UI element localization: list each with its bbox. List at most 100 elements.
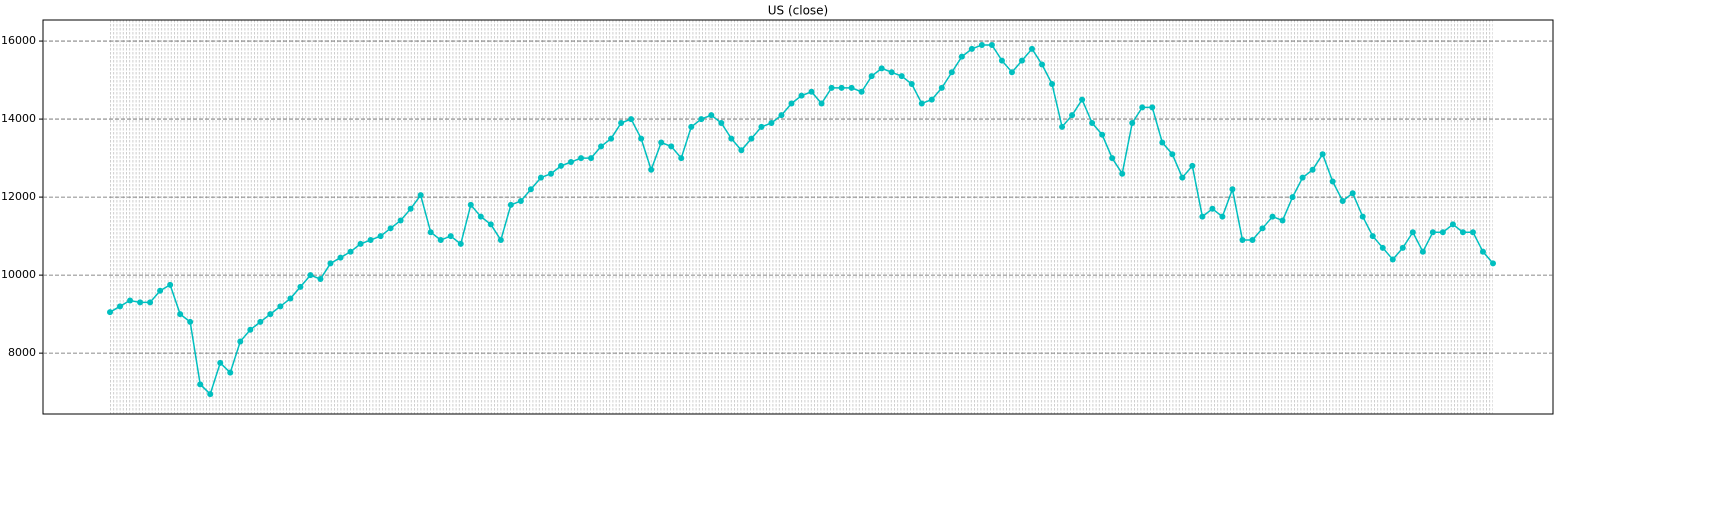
point — [1459, 229, 1466, 236]
point — [557, 162, 564, 169]
point — [658, 139, 665, 146]
point — [217, 359, 224, 366]
point — [678, 155, 685, 162]
point — [1149, 104, 1156, 111]
point — [1129, 119, 1136, 126]
point — [938, 84, 945, 91]
point — [668, 143, 675, 150]
point — [1249, 237, 1256, 244]
plot-frame — [42, 19, 1554, 415]
point — [1429, 229, 1436, 236]
point — [1279, 217, 1286, 224]
point — [477, 213, 484, 220]
point — [1490, 260, 1496, 267]
point — [1079, 96, 1086, 103]
point — [127, 297, 134, 304]
point — [1199, 213, 1206, 220]
point — [1379, 244, 1386, 251]
point — [1359, 213, 1366, 220]
point — [1039, 61, 1046, 68]
point — [537, 174, 544, 181]
point — [547, 170, 554, 177]
point — [948, 69, 955, 76]
x-grid — [110, 20, 1493, 414]
point — [898, 73, 905, 80]
point — [1259, 225, 1266, 232]
point — [147, 299, 154, 306]
point — [1189, 162, 1196, 169]
point — [297, 283, 304, 290]
point — [1029, 45, 1035, 52]
point — [588, 155, 595, 162]
point — [918, 100, 925, 107]
point — [728, 135, 735, 142]
point — [187, 318, 194, 325]
y-tick-label: 10000 — [1, 268, 36, 281]
point — [1229, 186, 1236, 193]
point — [978, 41, 985, 48]
point — [417, 192, 424, 199]
point — [648, 166, 655, 173]
point — [1439, 229, 1446, 236]
y-tick-label: 16000 — [1, 34, 36, 47]
point — [487, 221, 494, 228]
point — [1369, 233, 1376, 240]
point — [327, 260, 334, 267]
point — [958, 53, 965, 60]
point — [1099, 131, 1106, 138]
point — [848, 84, 855, 91]
point — [1269, 213, 1276, 220]
point — [578, 155, 585, 162]
point — [517, 198, 524, 205]
point — [1409, 229, 1416, 236]
point — [738, 147, 745, 154]
point — [1049, 80, 1056, 87]
chart-title: US (close) — [768, 4, 829, 18]
point — [758, 123, 765, 130]
point — [1169, 151, 1176, 158]
point — [1319, 151, 1326, 158]
y-tick-label: 14000 — [1, 112, 36, 125]
point — [608, 135, 615, 142]
point — [287, 295, 294, 302]
point — [1209, 205, 1216, 212]
point — [337, 254, 344, 261]
point — [1339, 198, 1346, 205]
point — [888, 69, 895, 76]
point — [928, 96, 935, 103]
point — [357, 240, 364, 247]
point — [377, 233, 384, 240]
point — [838, 84, 845, 91]
point — [718, 119, 725, 126]
point — [1399, 244, 1406, 251]
point — [257, 318, 264, 325]
point — [347, 248, 354, 255]
point — [1179, 174, 1186, 181]
point — [167, 281, 174, 288]
point — [748, 135, 755, 142]
point — [207, 391, 214, 398]
point — [1159, 139, 1166, 146]
point — [1239, 237, 1246, 244]
y-tick-label: 12000 — [1, 190, 36, 203]
point — [197, 381, 204, 388]
point — [908, 80, 915, 87]
point — [307, 272, 314, 279]
point — [467, 201, 474, 208]
point — [688, 123, 695, 130]
point — [227, 369, 234, 376]
point — [277, 303, 284, 310]
point — [1219, 213, 1226, 220]
point — [818, 100, 825, 107]
point — [998, 57, 1005, 64]
point — [568, 158, 574, 165]
point — [157, 287, 164, 294]
point — [768, 119, 775, 126]
point — [1479, 248, 1486, 255]
point — [317, 276, 324, 283]
point — [367, 237, 374, 244]
point — [878, 65, 885, 72]
point — [808, 88, 815, 95]
point — [638, 135, 645, 142]
